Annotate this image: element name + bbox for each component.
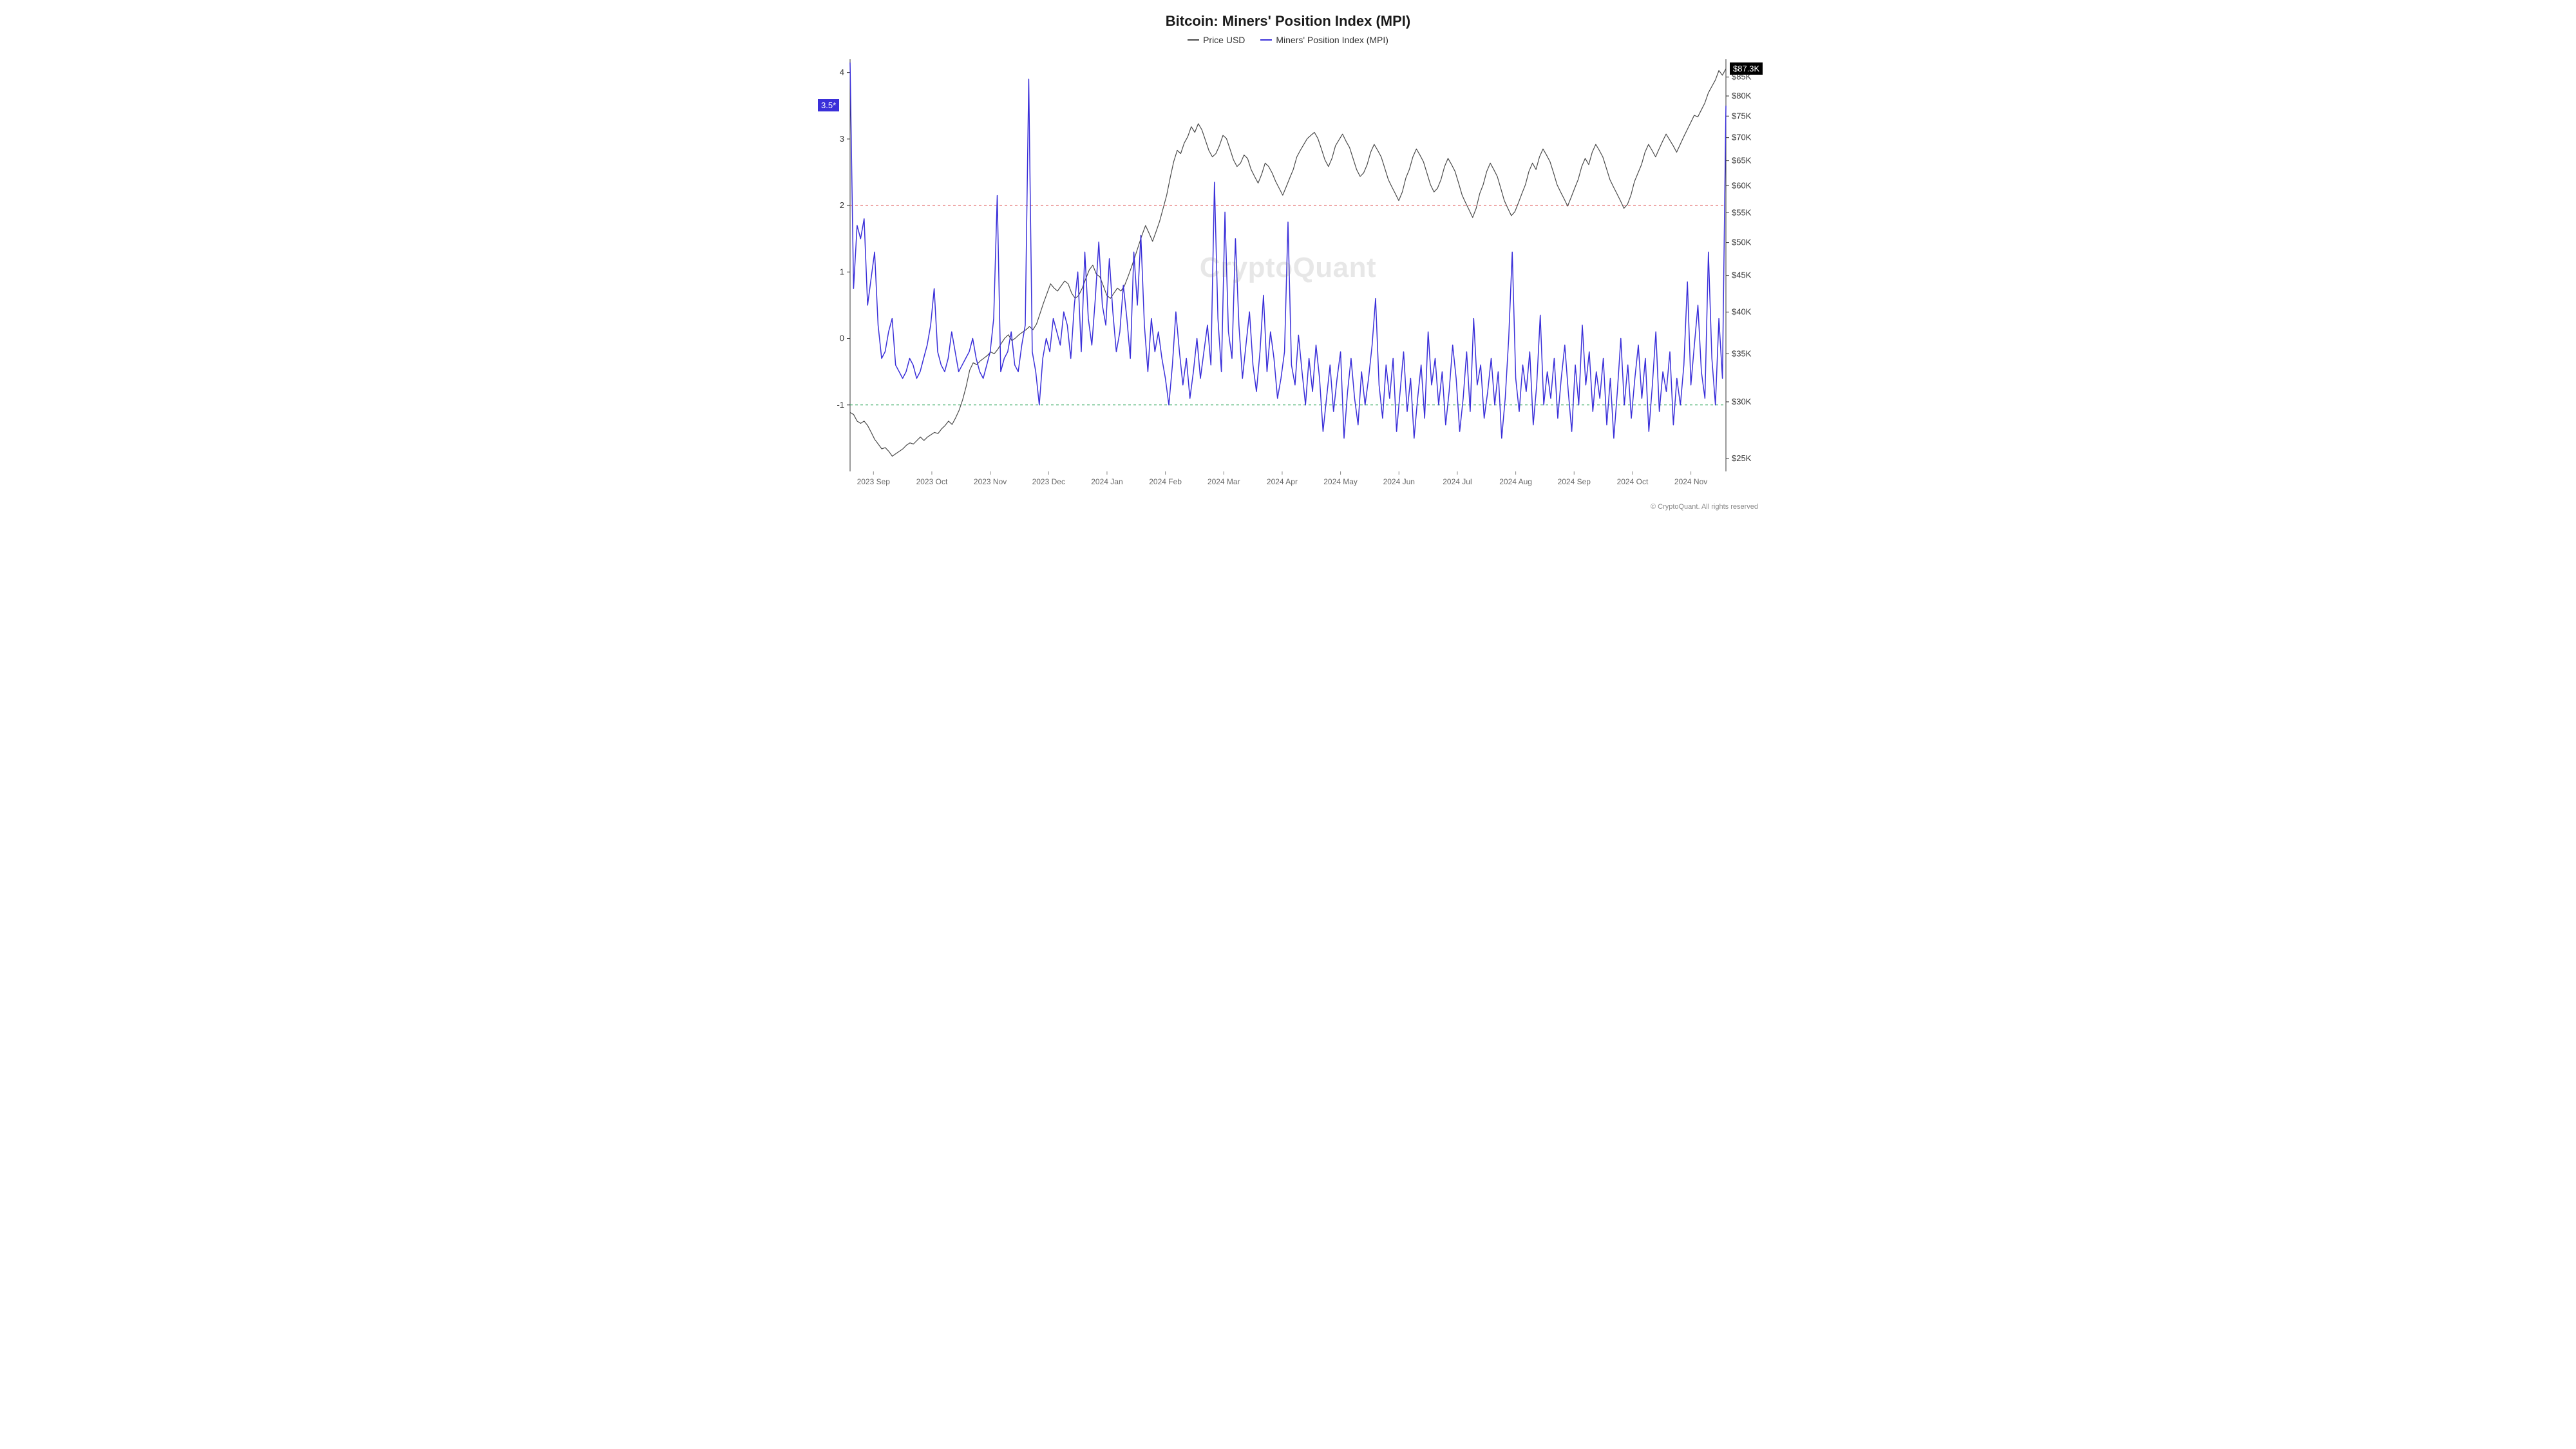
svg-text:4: 4 <box>840 68 844 77</box>
svg-text:$40K: $40K <box>1732 307 1752 317</box>
svg-text:$80K: $80K <box>1732 91 1752 100</box>
svg-text:-1: -1 <box>837 400 844 410</box>
svg-text:2024 Sep: 2024 Sep <box>1558 477 1591 486</box>
svg-text:$30K: $30K <box>1732 397 1752 406</box>
left-axis-badge: 3.5* <box>818 99 839 111</box>
svg-text:2024 Jun: 2024 Jun <box>1383 477 1415 486</box>
legend-item-mpi: Miners' Position Index (MPI) <box>1260 35 1388 45</box>
legend-label-price: Price USD <box>1203 35 1245 45</box>
svg-text:$75K: $75K <box>1732 111 1752 120</box>
plot-area: CryptoQuant -101234$25K$30K$35K$40K$45K$… <box>818 53 1758 500</box>
svg-text:1: 1 <box>840 267 844 276</box>
chart-legend: Price USD Miners' Position Index (MPI) <box>818 32 1758 45</box>
svg-text:2024 Mar: 2024 Mar <box>1208 477 1240 486</box>
svg-text:2024 May: 2024 May <box>1323 477 1358 486</box>
chart-title: Bitcoin: Miners' Position Index (MPI) <box>818 13 1758 30</box>
svg-text:2: 2 <box>840 200 844 210</box>
svg-text:$70K: $70K <box>1732 133 1752 142</box>
svg-text:2024 Apr: 2024 Apr <box>1267 477 1298 486</box>
svg-text:2024 Aug: 2024 Aug <box>1499 477 1532 486</box>
chart-container: Bitcoin: Miners' Position Index (MPI) Pr… <box>818 13 1758 522</box>
svg-text:$25K: $25K <box>1732 453 1752 463</box>
svg-text:2024 Oct: 2024 Oct <box>1617 477 1649 486</box>
svg-text:$55K: $55K <box>1732 207 1752 217</box>
svg-text:3: 3 <box>840 134 844 144</box>
svg-text:$60K: $60K <box>1732 180 1752 190</box>
svg-text:0: 0 <box>840 334 844 343</box>
svg-text:2024 Nov: 2024 Nov <box>1674 477 1707 486</box>
svg-text:2023 Sep: 2023 Sep <box>857 477 891 486</box>
svg-text:2024 Jan: 2024 Jan <box>1091 477 1122 486</box>
svg-text:$45K: $45K <box>1732 270 1752 280</box>
svg-text:$50K: $50K <box>1732 238 1752 247</box>
svg-text:$65K: $65K <box>1732 156 1752 166</box>
copyright: © CryptoQuant. All rights reserved <box>818 503 1758 511</box>
legend-item-price: Price USD <box>1188 35 1245 45</box>
chart-svg: -1 0 1 2 3 4 $25K $30K $35K $40K $45K $50K $55K $60K $… <box>818 53 1771 497</box>
legend-swatch-price <box>1188 39 1199 41</box>
svg-text:2023 Oct: 2023 Oct <box>916 477 948 486</box>
legend-swatch-mpi <box>1260 39 1272 41</box>
svg-text:2024 Jul: 2024 Jul <box>1443 477 1472 486</box>
svg-text:2023 Dec: 2023 Dec <box>1032 477 1065 486</box>
svg-text:$35K: $35K <box>1732 348 1752 358</box>
svg-text:2023 Nov: 2023 Nov <box>974 477 1007 486</box>
right-axis-badge: $87.3K <box>1730 62 1763 75</box>
legend-label-mpi: Miners' Position Index (MPI) <box>1276 35 1388 45</box>
svg-text:2024 Feb: 2024 Feb <box>1149 477 1182 486</box>
